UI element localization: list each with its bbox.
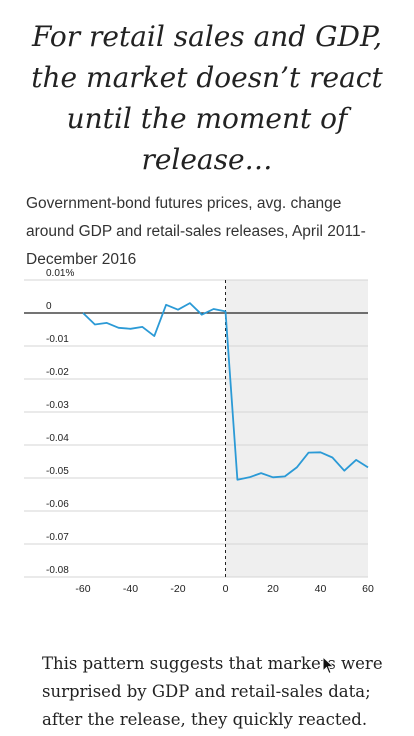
y-tick-label: -0.08 xyxy=(46,565,69,576)
body-paragraph: This pattern suggests that markets were … xyxy=(42,654,383,729)
headline: For retail sales and GDP, the market doe… xyxy=(31,20,383,176)
mouse-cursor-icon xyxy=(322,656,335,675)
x-tick-label: 40 xyxy=(315,583,327,595)
x-tick-label: -40 xyxy=(123,583,138,595)
y-tick-label: -0.06 xyxy=(46,499,69,510)
x-tick-label: 0 xyxy=(223,583,229,595)
y-tick-label: -0.07 xyxy=(46,532,69,543)
x-tick-label: 20 xyxy=(267,583,279,595)
line-chart: 0.01% 0 -0.01 -0.02 -0.03 -0.04 -0.05 -0.06 -0.0… xyxy=(24,268,374,595)
y-tick-label: -0.01 xyxy=(46,334,69,345)
y-tick-label: -0.02 xyxy=(46,367,69,378)
x-tick-label: 60 xyxy=(362,583,374,595)
series-line xyxy=(82,302,369,481)
y-tick-label: -0.03 xyxy=(46,400,69,411)
y-tick-label: -0.04 xyxy=(46,433,69,444)
x-tick-label: -60 xyxy=(75,583,90,595)
y-tick-label: 0 xyxy=(46,301,52,312)
x-tick-label: -20 xyxy=(170,583,185,595)
y-tick-label: -0.05 xyxy=(46,466,69,477)
chart-subtitle: Government-bond futures prices, avg. cha… xyxy=(26,195,366,268)
post-release-shading xyxy=(225,280,368,577)
y-tick-label: 0.01% xyxy=(46,268,74,279)
